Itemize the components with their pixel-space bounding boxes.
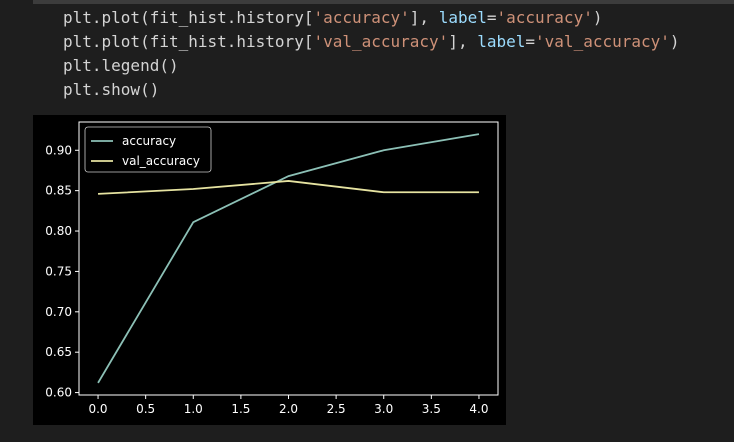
code-token: ) (592, 8, 603, 27)
y-tick-label: 0.85 (45, 184, 72, 198)
legend-label: val_accuracy (122, 154, 200, 168)
code-token: plt.legend() (63, 56, 179, 75)
line-chart: 0.60 0.65 0.70 0.75 0.80 0.85 0.90 0.0 0.5 1.0 1.5… (45, 121, 499, 416)
cell-divider (33, 0, 734, 4)
x-tick-label: 1.0 (184, 402, 203, 416)
code-line-1[interactable]: plt.plot(fit_hist.history['accuracy'], l… (63, 7, 602, 29)
code-token: label (477, 32, 526, 51)
code-token: plt.plot(fit_hist.history[ (63, 32, 314, 51)
code-token: 'accuracy' (313, 8, 410, 27)
code-token: plt.show() (63, 80, 160, 99)
cell-output: 0.60 0.65 0.70 0.75 0.80 0.85 0.90 0.0 0.5 1.0 1.5… (33, 115, 506, 425)
x-tick-label: 3.0 (374, 402, 393, 416)
legend-label: accuracy (122, 134, 176, 148)
x-tick-label: 3.5 (422, 402, 441, 416)
y-tick-label: 0.60 (45, 386, 72, 400)
y-tick-label: 0.90 (45, 143, 72, 157)
code-token: ], (409, 8, 439, 27)
x-tick-label: 0.5 (136, 402, 155, 416)
code-token: 'val_accuracy' (535, 32, 670, 51)
x-tick-label: 4.0 (469, 402, 488, 416)
code-token: = (525, 32, 536, 51)
code-token: ], (448, 32, 478, 51)
x-tick-label: 2.5 (327, 402, 346, 416)
code-line-3[interactable]: plt.legend() (63, 55, 179, 77)
code-token: label (438, 8, 487, 27)
y-tick-label: 0.80 (45, 224, 72, 238)
y-tick-label: 0.70 (45, 305, 72, 319)
code-line-4[interactable]: plt.show() (63, 79, 159, 101)
x-tick-label: 0.0 (88, 402, 107, 416)
y-tick-label: 0.75 (45, 264, 72, 278)
series-line-val-accuracy (97, 180, 479, 195)
code-token: 'accuracy' (496, 8, 593, 27)
x-tick-label: 2.0 (279, 402, 298, 416)
legend: accuracy val_accuracy (84, 126, 212, 173)
code-token: 'val_accuracy' (313, 32, 449, 51)
plot-area: 0.60 0.65 0.70 0.75 0.80 0.85 0.90 0.0 0.5 1.0 1.5… (45, 121, 499, 416)
x-tick-label: 1.5 (231, 402, 250, 416)
code-token: plt.plot(fit_hist.history[ (63, 8, 314, 27)
code-token: ) (669, 32, 680, 51)
code-cell[interactable]: plt.plot(fit_hist.history['accuracy'], l… (0, 0, 734, 108)
legend-box (84, 126, 212, 173)
code-line-2[interactable]: plt.plot(fit_hist.history['val_accuracy'… (63, 31, 680, 53)
y-tick-label: 0.65 (45, 345, 72, 359)
code-token: = (486, 8, 497, 27)
